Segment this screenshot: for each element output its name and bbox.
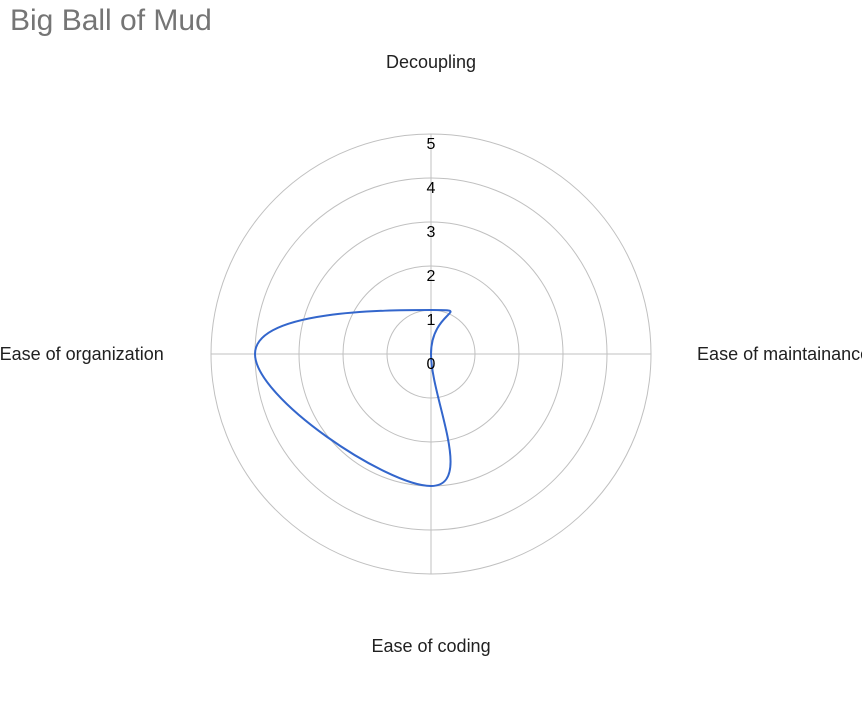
tick-label: 5 — [419, 136, 443, 154]
axis-label: Decoupling — [386, 52, 476, 73]
tick-label: 3 — [419, 224, 443, 242]
series-line — [255, 310, 451, 486]
tick-label: 1 — [419, 312, 443, 330]
tick-label: 0 — [419, 356, 443, 374]
tick-label: 2 — [419, 268, 443, 286]
tick-label: 4 — [419, 180, 443, 198]
axis-label: Ease of maintainance — [697, 344, 862, 365]
axis-label: Ease of organization — [0, 344, 164, 365]
axis-label: Ease of coding — [372, 636, 491, 657]
